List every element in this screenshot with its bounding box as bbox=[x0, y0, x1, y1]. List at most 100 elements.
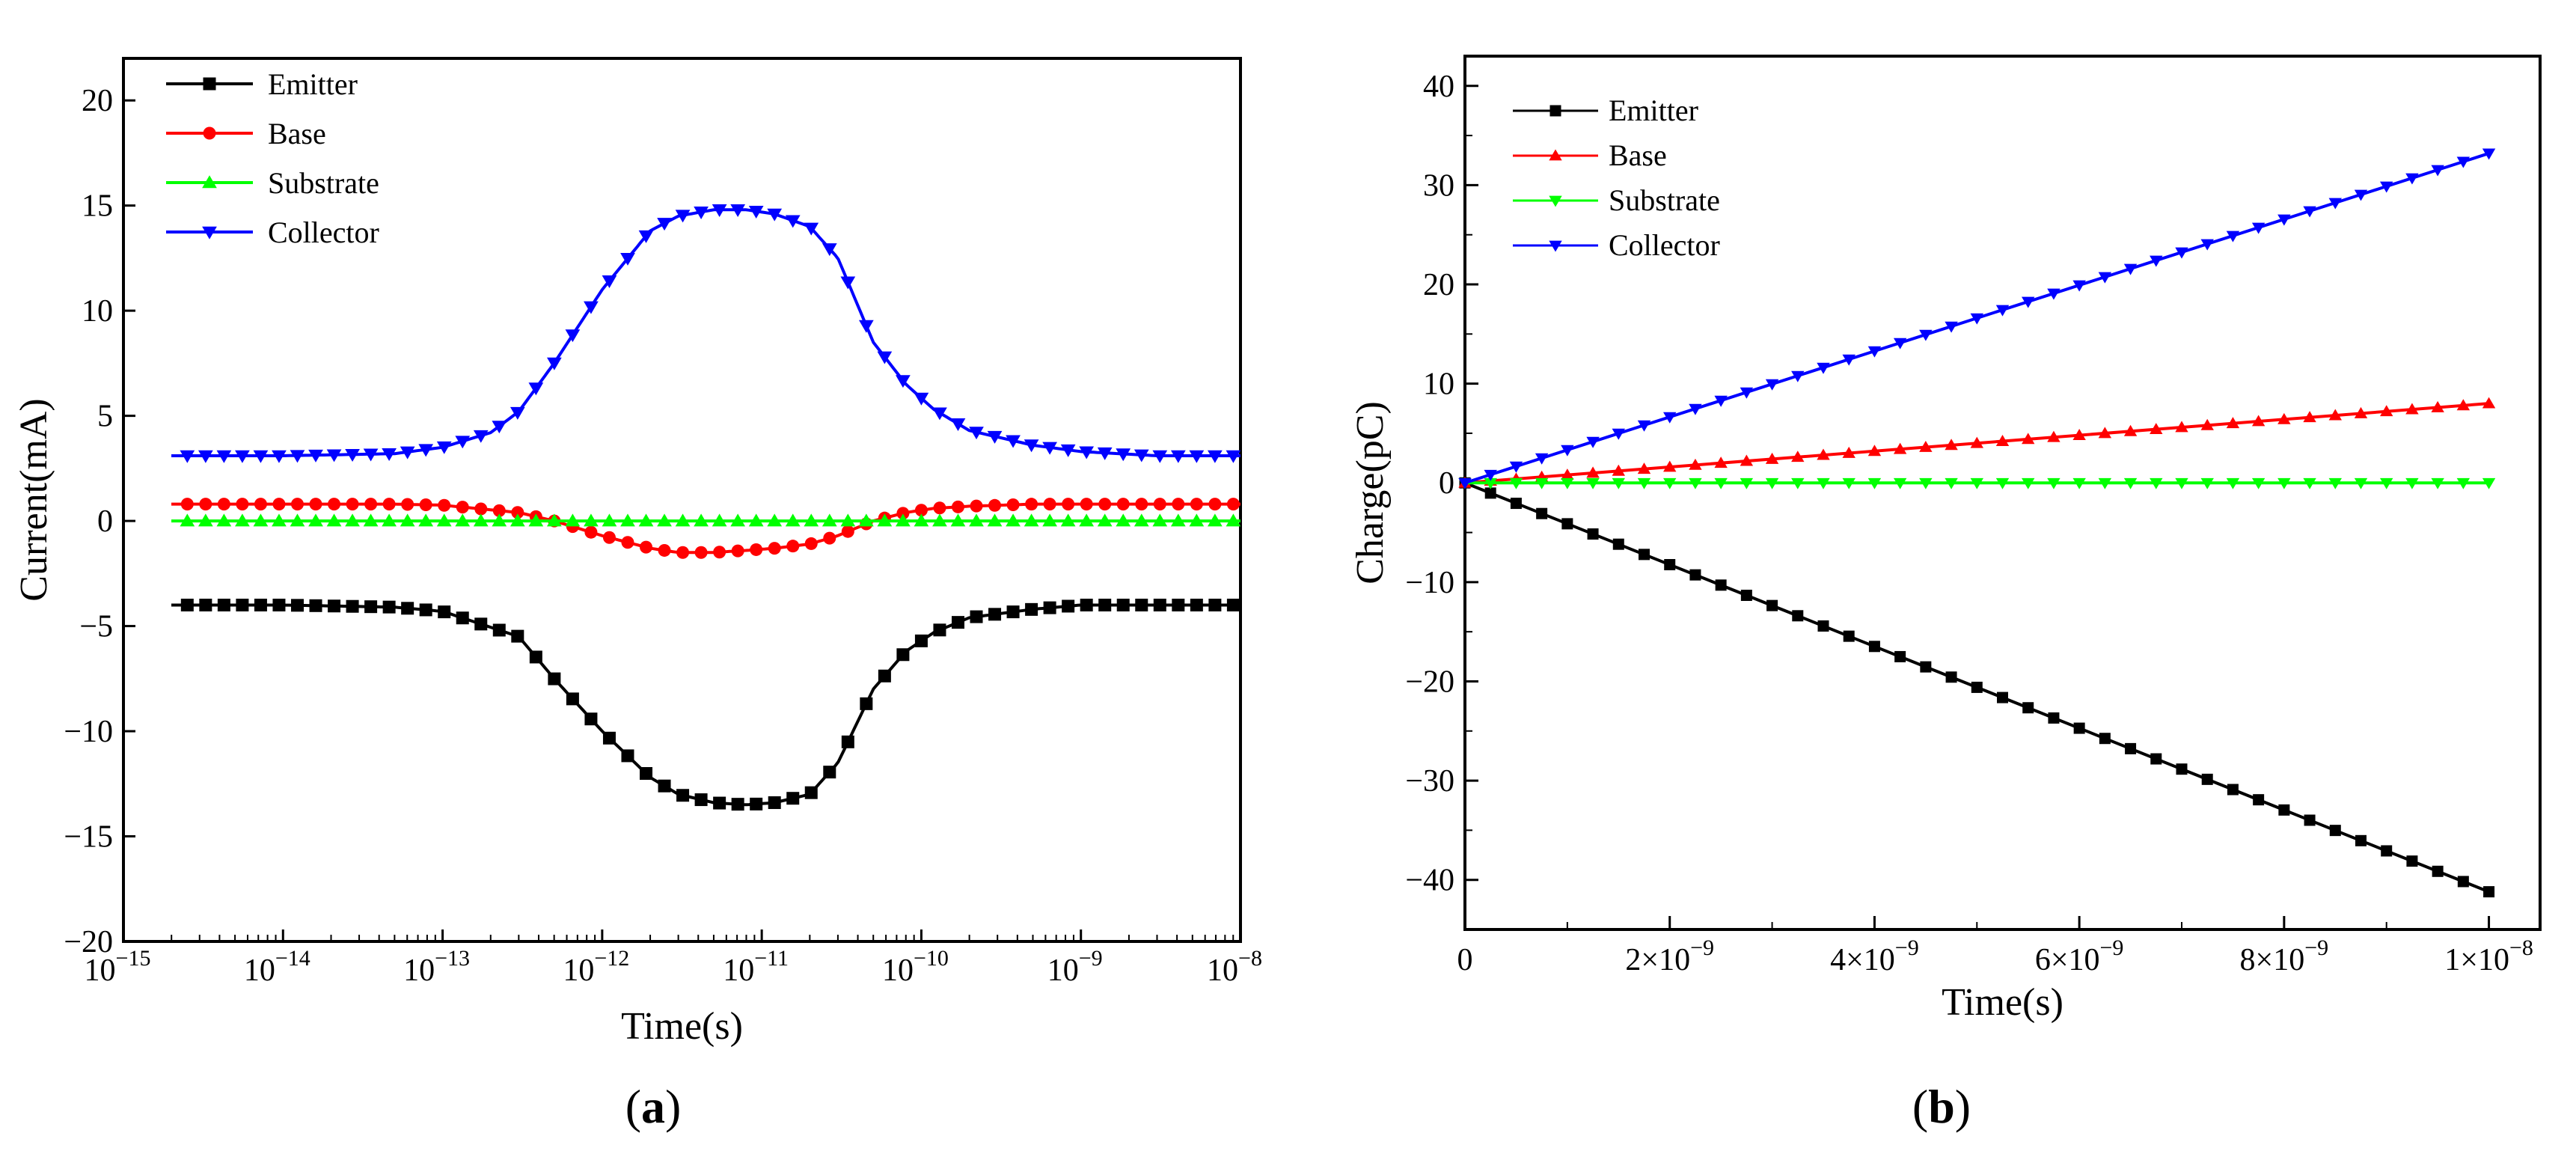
panel-a-point-emitter bbox=[896, 648, 910, 662]
panel-a-point-emitter bbox=[584, 712, 598, 726]
panel-a-point-emitter bbox=[621, 749, 634, 763]
panel-a-point-collector bbox=[620, 252, 635, 266]
panel-a-legend-marker-substrate bbox=[202, 175, 217, 189]
panel-b-point-collector bbox=[2354, 189, 2368, 201]
panel-a-point-collector bbox=[896, 375, 911, 388]
panel-a-point-emitter bbox=[1006, 605, 1020, 619]
panel-b-point-emitter bbox=[2355, 834, 2367, 846]
panel-a-point-substrate bbox=[584, 513, 599, 527]
panel-a-point-base bbox=[328, 498, 341, 511]
panel-a-xtick-label: 10−8 bbox=[1207, 946, 1262, 988]
panel-a-point-base bbox=[804, 537, 818, 550]
panel-a-legend-marker-base bbox=[203, 126, 216, 140]
panel-a-point-base bbox=[1190, 498, 1203, 511]
panel-a-legend: Emitter Base Substrate Collector bbox=[166, 67, 379, 249]
panel-b-point-collector bbox=[2226, 230, 2240, 242]
panel-b-point-emitter bbox=[1843, 630, 1855, 642]
panel-b-legend-marker-emitter bbox=[1549, 105, 1561, 117]
panel-a-plot-frame bbox=[122, 57, 1242, 943]
panel-b-xtick-exponent: −9 bbox=[2304, 935, 2328, 960]
panel-a-point-substrate bbox=[675, 513, 691, 527]
panel-a-point-base bbox=[1135, 498, 1148, 511]
panel-b-legend-label-base: Base bbox=[1609, 138, 1667, 172]
panel-b-point-base bbox=[1893, 442, 1907, 454]
panel-b-ytick-label: 10 bbox=[1423, 367, 1454, 402]
panel-b-point-collector bbox=[1970, 313, 1983, 325]
panel-a-xtick-base: 10 bbox=[244, 953, 275, 988]
panel-a-point-base bbox=[1208, 498, 1222, 511]
panel-b-point-emitter bbox=[1664, 559, 1676, 571]
panel-a-point-emitter bbox=[272, 598, 286, 611]
panel-b-point-base bbox=[2431, 400, 2444, 412]
panel-a-xtick-exponent: −9 bbox=[1079, 946, 1103, 971]
panel-b-point-base bbox=[1867, 445, 1882, 457]
panel-b-ytick-label: −40 bbox=[1405, 864, 1454, 898]
panel-b-point-substrate bbox=[2456, 477, 2471, 489]
panel-b-point-substrate bbox=[1535, 477, 1549, 489]
panel-b-point-emitter bbox=[2176, 763, 2188, 775]
panel-a-xtick-exponent: −15 bbox=[116, 946, 151, 971]
panel-a-point-emitter bbox=[254, 598, 267, 611]
panel-b-point-base bbox=[1970, 436, 1983, 448]
panel-a-point-emitter bbox=[804, 786, 818, 799]
panel-b-point-base bbox=[2277, 412, 2291, 424]
panel-b-point-collector bbox=[2150, 255, 2163, 267]
panel-a-point-base bbox=[1025, 498, 1038, 511]
panel-a-point-base bbox=[621, 536, 634, 549]
panel-a-point-collector bbox=[914, 392, 929, 406]
panel-a-point-emitter bbox=[1172, 598, 1185, 611]
panel-a-point-substrate bbox=[785, 513, 801, 527]
panel-b-point-emitter bbox=[1612, 538, 1624, 550]
panel-b-point-substrate bbox=[1970, 477, 1983, 489]
panel-a-line-base bbox=[171, 502, 1240, 555]
panel-a-xtick-base: 10 bbox=[723, 953, 754, 988]
panel-a-point-substrate bbox=[1060, 513, 1076, 527]
panel-b-caption: (b) bbox=[1912, 1080, 1971, 1133]
panel-b-xtick-mantissa: 8×10 bbox=[2240, 943, 2305, 977]
panel-a-point-base bbox=[180, 498, 194, 511]
panel-b-point-base bbox=[1765, 452, 1779, 464]
panel-a-point-collector bbox=[840, 276, 856, 290]
panel-a-point-base bbox=[272, 498, 286, 511]
panel-b-plot-frame bbox=[1463, 55, 2542, 931]
panel-a-point-emitter bbox=[1226, 598, 1240, 611]
panel-a-point-emitter bbox=[658, 779, 671, 793]
panel-b-ytick-label: −10 bbox=[1405, 566, 1454, 600]
panel-b-point-emitter bbox=[2227, 784, 2239, 796]
panel-a-point-emitter bbox=[602, 731, 616, 745]
panel-b-point-base bbox=[2047, 430, 2061, 442]
panel-a-ytick-label: 15 bbox=[82, 189, 113, 224]
panel-b-point-substrate bbox=[1637, 477, 1651, 489]
panel-a-point-collector bbox=[473, 430, 489, 443]
panel-a-point-substrate bbox=[914, 513, 929, 527]
panel-b-ytick-label: −20 bbox=[1405, 665, 1454, 699]
panel-a-ytick-label: −20 bbox=[64, 925, 113, 959]
panel-b-series-base bbox=[1458, 397, 2496, 488]
panel-b-point-emitter bbox=[2201, 773, 2213, 785]
panel-a-ytick-label: −5 bbox=[79, 610, 113, 644]
panel-a-point-collector bbox=[272, 450, 287, 463]
panel-a-xtick-exponent: −11 bbox=[754, 946, 789, 971]
panel-b-point-emitter bbox=[2457, 876, 2469, 888]
panel-b-point-substrate bbox=[2303, 477, 2316, 489]
panel-a-point-emitter bbox=[456, 611, 469, 625]
panel-a-point-collector bbox=[932, 407, 947, 421]
panel-a-point-substrate bbox=[400, 513, 415, 527]
panel-a-point-base bbox=[768, 542, 781, 555]
panel-a-point-base bbox=[438, 498, 451, 512]
panel-a-point-collector bbox=[1097, 447, 1113, 460]
panel-a-point-collector bbox=[180, 450, 195, 463]
panel-a-point-emitter bbox=[1080, 598, 1093, 611]
panel-a-point-substrate bbox=[290, 513, 305, 527]
panel-a-xtick-base: 10 bbox=[85, 953, 116, 988]
panel-a-point-substrate bbox=[510, 513, 525, 527]
panel-b-point-substrate bbox=[1689, 477, 1702, 489]
panel-b-point-substrate bbox=[1867, 477, 1882, 489]
panel-a-point-emitter bbox=[419, 603, 432, 617]
panel-b-point-collector bbox=[2175, 247, 2188, 259]
panel-b-point-collector bbox=[2200, 239, 2214, 251]
panel-b-point-emitter bbox=[1971, 681, 1983, 693]
panel-b-point-substrate bbox=[1995, 477, 2010, 489]
panel-b-point-collector bbox=[1561, 445, 1574, 457]
panel-b-point-collector bbox=[1842, 354, 1855, 366]
